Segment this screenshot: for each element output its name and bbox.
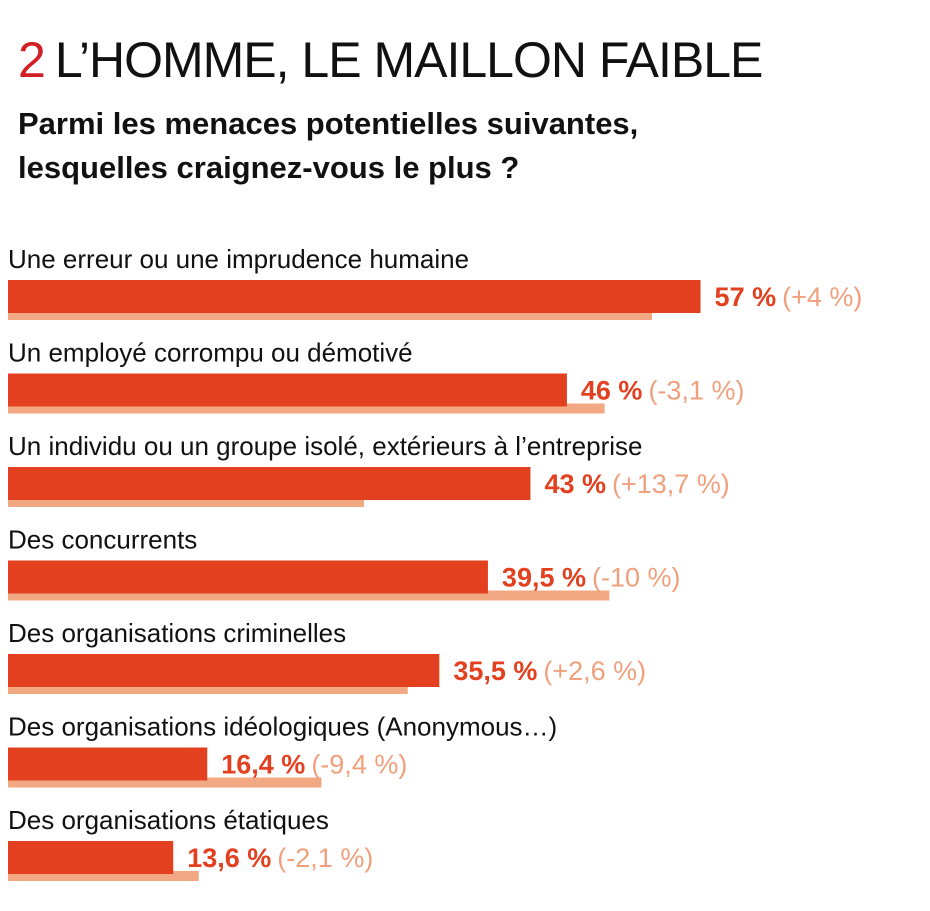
value-label-group: 43 % (+13,7 %) bbox=[544, 469, 729, 499]
chart-headline: 2 L’HOMME, LE MAILLON FAIBLE bbox=[18, 30, 764, 90]
change-label: (-3,1 %) bbox=[648, 376, 744, 406]
bar-previous bbox=[8, 310, 652, 320]
category-label: Une erreur ou une imprudence humaine bbox=[8, 244, 469, 274]
question-line-1: Parmi les menaces potentielles suivantes… bbox=[18, 106, 639, 141]
bar-current bbox=[8, 560, 488, 594]
section-number: 2 bbox=[18, 32, 46, 88]
category-label: Des organisations idéologiques (Anonymou… bbox=[8, 712, 557, 742]
change-label: (+2,6 %) bbox=[543, 656, 646, 686]
bar-current bbox=[8, 373, 567, 407]
question-line-2: lesquelles craignez-vous le plus ? bbox=[18, 150, 520, 185]
category-label: Des organisations criminelles bbox=[8, 618, 346, 648]
bar-current bbox=[8, 654, 440, 687]
bar-current bbox=[8, 467, 531, 500]
value-label-group: 39,5 % (-10 %) bbox=[502, 563, 681, 593]
chart-title: L’HOMME, LE MAILLON FAIBLE bbox=[54, 32, 764, 88]
bar-previous bbox=[8, 403, 605, 414]
change-label: (+13,7 %) bbox=[612, 469, 730, 499]
value-label: 43 % bbox=[544, 469, 606, 499]
change-label: (-2,1 %) bbox=[277, 843, 373, 873]
bar-current bbox=[8, 747, 208, 781]
bar-previous bbox=[8, 497, 364, 507]
bar-previous bbox=[8, 777, 322, 788]
change-label: (-10 %) bbox=[592, 563, 681, 593]
bar-previous bbox=[8, 684, 408, 694]
category-label: Des organisations étatiques bbox=[8, 805, 329, 835]
category-label: Un individu ou un groupe isolé, extérieu… bbox=[8, 431, 642, 461]
value-label-group: 16,4 % (-9,4 %) bbox=[221, 750, 407, 780]
value-label-group: 46 % (-3,1 %) bbox=[581, 376, 745, 406]
value-label: 39,5 % bbox=[502, 563, 586, 593]
value-label-group: 57 % (+4 %) bbox=[715, 282, 863, 312]
value-label: 16,4 % bbox=[221, 750, 305, 780]
change-label: (-9,4 %) bbox=[311, 750, 407, 780]
value-label: 35,5 % bbox=[453, 656, 537, 686]
bar-current bbox=[8, 841, 174, 874]
bar-current bbox=[8, 280, 701, 313]
category-label: Des concurrents bbox=[8, 525, 197, 555]
bar-previous bbox=[8, 871, 199, 881]
value-label-group: 13,6 % (-2,1 %) bbox=[187, 843, 373, 873]
value-label-group: 35,5 % (+2,6 %) bbox=[453, 656, 646, 686]
change-label: (+4 %) bbox=[782, 282, 862, 312]
chart-question: Parmi les menaces potentielles suivantes… bbox=[18, 102, 898, 190]
value-label: 46 % bbox=[581, 376, 643, 406]
value-label: 57 % bbox=[715, 282, 777, 312]
category-label: Un employé corrompu ou démotivé bbox=[8, 338, 413, 368]
value-label: 13,6 % bbox=[187, 843, 271, 873]
bar-previous bbox=[8, 590, 610, 601]
